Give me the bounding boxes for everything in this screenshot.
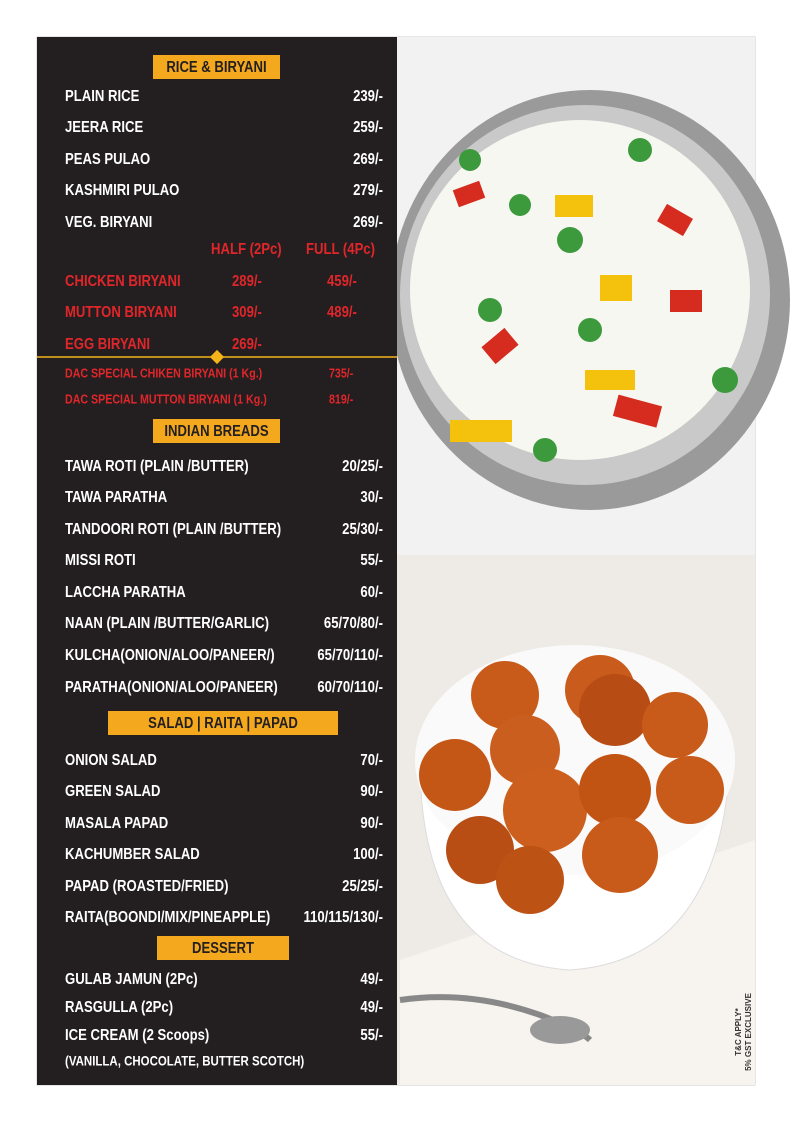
item-name: ICE CREAM (2 Scoops) — [65, 1027, 209, 1044]
item-name: PEAS PULAO — [65, 151, 150, 168]
item-name: RAITA(BOONDI/MIX/PINEAPPLE) — [65, 909, 270, 926]
item-name: PAPAD (ROASTED/FRIED) — [65, 878, 229, 895]
item-price: 239/- — [353, 88, 383, 105]
item-name: TANDOORI ROTI (PLAIN /BUTTER) — [65, 521, 281, 538]
item-price: 309/- — [232, 304, 262, 321]
item-name: TAWA PARATHA — [65, 489, 168, 506]
item-price: 25/30/- — [342, 521, 383, 538]
item-price: 100/- — [353, 846, 383, 863]
item-price: 489/- — [327, 304, 357, 321]
item-price: 269/- — [353, 151, 383, 168]
item-price: 90/- — [360, 815, 383, 832]
item-price: 55/- — [360, 552, 383, 569]
item-price: 25/25/- — [342, 878, 383, 895]
item-price: 269/- — [353, 214, 383, 231]
item-price: 459/- — [327, 273, 357, 290]
section-title: DESSERT — [192, 940, 254, 957]
item-name: KULCHA(ONION/ALOO/PANEER/) — [65, 647, 275, 664]
item-price: 20/25/- — [342, 458, 383, 475]
item-price: 30/- — [360, 489, 383, 506]
item-name: KACHUMBER SALAD — [65, 846, 200, 863]
note: T&C APPLY* — [734, 1007, 743, 1055]
terms-notes: T&C APPLY* 5% GST EXCLUSIVE — [734, 992, 753, 1070]
section-title-box — [153, 55, 280, 79]
divider-diamond — [209, 349, 225, 365]
special-name: DAC SPECIAL MUTTON BIRYANI (1 Kg.) — [65, 391, 267, 406]
item-price: 49/- — [360, 999, 383, 1016]
item-name: RASGULLA (2Pc) — [65, 999, 173, 1016]
item-name: MASALA PAPAD — [65, 815, 168, 832]
item-price: 90/- — [360, 783, 383, 800]
column-header: HALF (2Pc) — [211, 241, 282, 258]
item-name: CHICKEN BIRYANI — [65, 273, 181, 290]
section-title-box — [153, 419, 280, 443]
menu-panel — [37, 37, 397, 1085]
item-price: 55/- — [360, 1027, 383, 1044]
section-title: RICE & BIRYANI — [166, 59, 266, 76]
item-price: 289/- — [232, 273, 262, 290]
item-name: JEERA RICE — [65, 119, 143, 136]
item-name: ONION SALAD — [65, 752, 157, 769]
item-price: 65/70/80/- — [324, 615, 383, 632]
item-name: MUTTON BIRYANI — [65, 304, 177, 321]
item-name: KASHMIRI PULAO — [65, 182, 179, 199]
item-note: (VANILLA, CHOCOLATE, BUTTER SCOTCH) — [65, 1053, 304, 1069]
item-name: EGG BIRYANI — [65, 336, 150, 353]
item-name: PLAIN RICE — [65, 88, 140, 105]
gulab-jamun-image — [397, 555, 755, 1085]
item-price: 60/70/110/- — [317, 679, 383, 696]
item-name: VEG. BIRYANI — [65, 214, 152, 231]
item-name: TAWA ROTI (PLAIN /BUTTER) — [65, 458, 249, 475]
item-price: 49/- — [360, 971, 383, 988]
menu-text: RICE & BIRYANI PLAIN RICE 239/- JEERA RICE 2… — [65, 59, 383, 1069]
section-title: INDIAN BREADS — [164, 423, 268, 440]
section-title: SALAD | RAITA | PAPAD — [148, 715, 298, 732]
item-name: MISSI ROTI — [65, 552, 136, 569]
special-name: DAC SPECIAL CHIKEN BIRYANI (1 Kg.) — [65, 365, 262, 380]
item-name: NAAN (PLAIN /BUTTER/GARLIC) — [65, 615, 269, 632]
item-name: LACCHA PARATHA — [65, 584, 186, 601]
rice-image — [390, 37, 790, 555]
item-price: 70/- — [360, 752, 383, 769]
item-price: 60/- — [360, 584, 383, 601]
section-title-box — [108, 711, 338, 735]
note: 5% GST EXCLUSIVE — [744, 992, 753, 1070]
item-price: 279/- — [353, 182, 383, 199]
item-price: 110/115/130/- — [303, 909, 383, 926]
special-price: 819/- — [329, 391, 353, 406]
item-price: 259/- — [353, 119, 383, 136]
item-price: 269/- — [232, 336, 262, 353]
column-header: FULL (4Pc) — [306, 241, 375, 258]
section-title-box — [157, 936, 289, 960]
item-price: 65/70/110/- — [317, 647, 383, 664]
item-name: GREEN SALAD — [65, 783, 160, 800]
item-name: PARATHA(ONION/ALOO/PANEER) — [65, 679, 278, 696]
item-name: GULAB JAMUN (2Pc) — [65, 971, 198, 988]
special-price: 735/- — [329, 365, 353, 380]
